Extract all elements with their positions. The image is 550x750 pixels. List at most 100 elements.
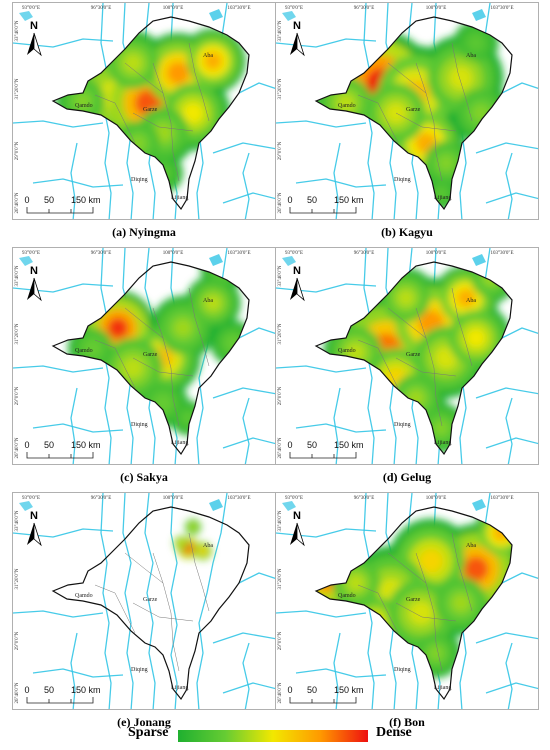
prefecture-boundary — [415, 62, 443, 182]
density-legend: Sparse Dense — [0, 723, 550, 747]
latitude-tick-label: 26°40'0"N — [278, 437, 283, 458]
map-panel-kagyu: 93°0'0"E 96°30'0"E 100°0'0"E 103°30'0"E 33°4… — [275, 2, 539, 247]
longitude-tick-label: 96°30'0"E — [91, 496, 112, 501]
map-panel-bon: 93°0'0"E 96°30'0"E 100°0'0"E 103°30'0"E 33°4… — [275, 492, 539, 737]
map-panel-sakya: 93°0'0"E 96°30'0"E 100°0'0"E 103°30'0"E 33°4… — [12, 247, 276, 492]
longitude-tick-label: 103°30'0"E — [491, 6, 514, 11]
place-label-aba: Aba — [466, 298, 476, 304]
density-map: 93°0'0"E 96°30'0"E 100°0'0"E 103°30'0"E 33°4… — [275, 492, 539, 710]
latitude-tick-label: 29°0'0"N — [278, 141, 283, 160]
latitude-tick-label: 33°40'0"N — [278, 265, 283, 286]
prefecture-boundary — [188, 42, 210, 122]
latitude-tick-label: 26°40'0"N — [15, 437, 20, 458]
density-hotspot — [438, 155, 454, 171]
svg-text:0: 0 — [287, 440, 292, 450]
density-hotspot — [466, 328, 486, 348]
longitude-tick-label: 93°0'0"E — [22, 251, 40, 256]
latitude-tick-label: 29°0'0"N — [15, 386, 20, 405]
place-label-qamdo: Qamdo — [75, 593, 93, 599]
longitude-tick-label: 96°30'0"E — [91, 6, 112, 11]
longitude-tick-label: 100°0'0"E — [163, 496, 184, 501]
density-hotspot — [190, 524, 196, 530]
place-label-garze: Garze — [143, 107, 158, 113]
place-label-aba: Aba — [203, 543, 213, 549]
place-label-garze: Garze — [406, 352, 421, 358]
svg-text:50: 50 — [44, 195, 54, 205]
prefecture-boundary — [451, 42, 473, 122]
prefecture-boundary — [124, 307, 164, 339]
panel-caption: (a) Nyingma — [112, 225, 176, 239]
prefecture-boundary — [395, 602, 457, 622]
panel-caption: (d) Gelug — [382, 470, 432, 484]
prefecture-boundary — [188, 287, 210, 367]
north-arrow-icon: N — [27, 265, 42, 302]
kernel-density-surface — [316, 507, 512, 678]
longitude-tick-label: 96°30'0"E — [91, 251, 112, 256]
longitude-tick-label: 96°30'0"E — [354, 496, 375, 501]
density-hotspot — [123, 53, 143, 73]
legend-high-label: Dense — [376, 725, 412, 740]
density-hotspot — [336, 93, 356, 113]
panel-caption: (c) Sakya — [120, 470, 168, 484]
density-hotspot — [107, 317, 129, 339]
latitude-tick-label: 26°40'0"N — [15, 682, 20, 703]
longitude-tick-label: 96°30'0"E — [354, 251, 375, 256]
density-hotspot — [397, 289, 415, 307]
place-label-qamdo: Qamdo — [338, 103, 356, 109]
prefecture-boundary — [395, 357, 457, 377]
svg-text:50: 50 — [307, 440, 317, 450]
svg-text:50: 50 — [44, 685, 54, 695]
latitude-tick-label: 33°40'0"N — [278, 510, 283, 531]
latitude-tick-label: 26°40'0"N — [278, 682, 283, 703]
prefecture-boundary — [415, 552, 443, 672]
kernel-density-surface — [316, 20, 511, 209]
latitude-tick-label: 31°20'0"N — [15, 323, 20, 344]
density-hotspot — [436, 188, 446, 198]
latitude-tick-label: 31°20'0"N — [278, 323, 283, 344]
density-hotspot — [434, 421, 448, 435]
prefecture-boundary — [94, 339, 136, 389]
map-panel-nyingma: 93°0'0"E 96°30'0"E 100°0'0"E 103°30'0"E 33°4… — [12, 2, 276, 247]
latitude-tick-label: 31°20'0"N — [278, 568, 283, 589]
scale-bar: 0 50 150 km — [24, 440, 101, 459]
panel-caption: (b) Kagyu — [381, 225, 433, 239]
prefecture-boundary — [188, 532, 210, 612]
density-hotspot — [346, 342, 366, 362]
place-label-diqing: Diqing — [394, 422, 411, 428]
svg-text:0: 0 — [24, 195, 29, 205]
study-area-outline — [51, 16, 250, 211]
latitude-tick-label: 29°0'0"N — [278, 631, 283, 650]
place-label-qamdo: Qamdo — [338, 593, 356, 599]
scale-bar: 0 50 150 km — [24, 685, 101, 704]
density-hotspot — [156, 396, 170, 410]
map-panel-jonang: 93°0'0"E 96°30'0"E 100°0'0"E 103°30'0"E 33°4… — [12, 492, 276, 737]
place-label-aba: Aba — [203, 298, 213, 304]
latitude-tick-label: 29°0'0"N — [278, 386, 283, 405]
longitude-tick-label: 93°0'0"E — [22, 496, 40, 501]
density-hotspot — [456, 288, 476, 308]
place-label-diqing: Diqing — [131, 667, 148, 673]
place-label-garze: Garze — [143, 597, 158, 603]
density-hotspot — [434, 346, 458, 370]
place-label-garze: Garze — [143, 352, 158, 358]
density-hotspot — [451, 593, 471, 613]
density-hotspot — [347, 574, 365, 592]
latitude-tick-label: 26°40'0"N — [278, 192, 283, 213]
scale-bar: 0 50 150 km — [24, 195, 101, 214]
scale-bar: 0 50 150 km — [287, 440, 364, 459]
density-hotspot — [407, 389, 425, 407]
latitude-tick-label: 29°0'0"N — [15, 141, 20, 160]
place-label-lijiang: Lijiang — [434, 440, 451, 446]
prefecture-boundary — [132, 602, 194, 622]
kernel-density-surface — [323, 262, 512, 453]
place-label-diqing: Diqing — [131, 422, 148, 428]
density-map: 93°0'0"E 96°30'0"E 100°0'0"E 103°30'0"E 33°4… — [275, 2, 539, 220]
prefecture-boundary — [152, 307, 180, 427]
panel-caption: (f) Bon — [389, 715, 425, 729]
place-label-aba: Aba — [203, 53, 213, 59]
north-arrow-icon: N — [27, 20, 42, 57]
place-label-lijiang: Lijiang — [434, 195, 451, 201]
density-map: 93°0'0"E 96°30'0"E 100°0'0"E 103°30'0"E 33°4… — [12, 2, 276, 220]
kernel-density-surface — [68, 262, 249, 436]
panel-caption: (e) Jonang — [117, 715, 171, 729]
